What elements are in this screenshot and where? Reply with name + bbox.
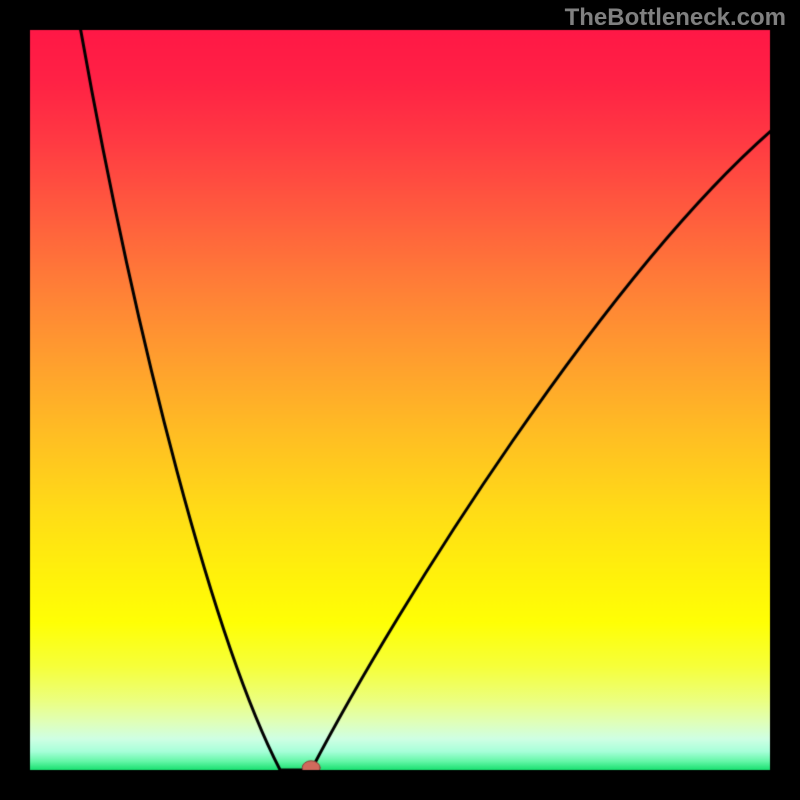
bottleneck-chart-canvas: [0, 0, 800, 800]
chart-container: TheBottleneck.com: [0, 0, 800, 800]
watermark-text: TheBottleneck.com: [565, 4, 786, 32]
